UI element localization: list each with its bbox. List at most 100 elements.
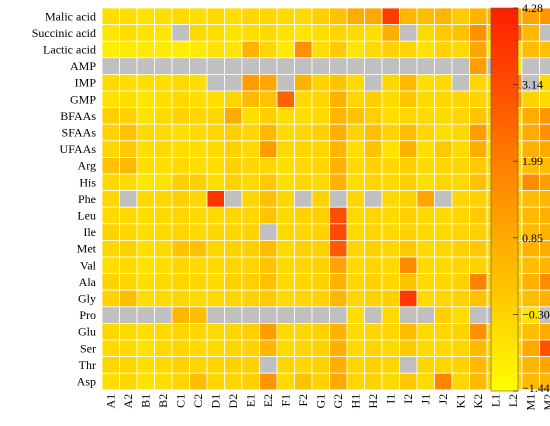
heatmap-cell <box>277 357 295 374</box>
heatmap-cell <box>155 224 173 241</box>
heatmap-cell <box>365 340 383 357</box>
heatmap-cell <box>312 8 330 25</box>
heatmap-cell <box>470 307 488 324</box>
heatmap-cell <box>120 373 138 390</box>
heatmap-cell <box>225 74 243 91</box>
heatmap-cell <box>225 91 243 108</box>
heatmap-cell <box>295 307 313 324</box>
heatmap-cell <box>347 307 365 324</box>
heatmap-cell <box>295 91 313 108</box>
heatmap-cell <box>330 357 348 374</box>
heatmap-cell <box>242 58 260 75</box>
column-label: D1 <box>209 394 223 409</box>
heatmap-cell <box>330 8 348 25</box>
heatmap-cell <box>400 8 418 25</box>
column-label: B2 <box>156 394 170 408</box>
heatmap-cell <box>470 340 488 357</box>
heatmap-cell <box>172 141 190 158</box>
heatmap-cell <box>225 191 243 208</box>
heatmap-cell <box>400 108 418 125</box>
heatmap-cell <box>242 323 260 340</box>
column-label: K1 <box>454 394 468 409</box>
heatmap-cell <box>137 240 155 257</box>
heatmap-cell <box>102 157 120 174</box>
heatmap-cell <box>190 191 208 208</box>
heatmap-cell <box>365 224 383 241</box>
heatmap-cell <box>260 191 278 208</box>
row-label: Asp <box>77 375 96 389</box>
heatmap-cell <box>225 257 243 274</box>
heatmap-cell <box>155 340 173 357</box>
heatmap-cell <box>540 340 550 357</box>
heatmap-cell <box>137 174 155 191</box>
heatmap-cell <box>295 157 313 174</box>
heatmap-cell <box>260 307 278 324</box>
heatmap-cell <box>400 224 418 241</box>
heatmap-cell <box>155 174 173 191</box>
heatmap-cell <box>155 373 173 390</box>
heatmap-cell <box>102 373 120 390</box>
heatmap-cell <box>120 108 138 125</box>
heatmap-cell <box>540 124 550 141</box>
heatmap-cell <box>417 373 435 390</box>
heatmap-cell <box>260 141 278 158</box>
heatmap-cell <box>120 357 138 374</box>
heatmap-cell <box>312 340 330 357</box>
heatmap-cell <box>207 25 225 42</box>
heatmap-cell <box>365 323 383 340</box>
heatmap-cell <box>347 224 365 241</box>
heatmap-cell <box>435 91 453 108</box>
heatmap-cell <box>400 174 418 191</box>
heatmap-cell <box>242 240 260 257</box>
heatmap-cell <box>172 257 190 274</box>
heatmap-cell <box>347 141 365 158</box>
column-label: B1 <box>139 394 153 408</box>
heatmap-cell <box>277 58 295 75</box>
heatmap-cell <box>225 108 243 125</box>
heatmap-cell <box>417 74 435 91</box>
heatmap-cell <box>312 58 330 75</box>
heatmap-cell <box>102 307 120 324</box>
column-label: F1 <box>279 394 293 407</box>
heatmap-cell <box>522 357 540 374</box>
heatmap-cell <box>540 91 550 108</box>
heatmap-cell <box>225 340 243 357</box>
heatmap-cell <box>155 25 173 42</box>
heatmap-cell <box>207 174 225 191</box>
heatmap-cell <box>400 141 418 158</box>
heatmap-cell <box>277 91 295 108</box>
heatmap-cell <box>435 340 453 357</box>
heatmap-cell <box>347 340 365 357</box>
heatmap-cell <box>137 91 155 108</box>
heatmap-cell <box>540 323 550 340</box>
heatmap-cell <box>382 25 400 42</box>
row-label: BFAAs <box>60 109 96 123</box>
heatmap-cell <box>382 340 400 357</box>
heatmap-cell <box>155 58 173 75</box>
column-label: A1 <box>104 394 118 409</box>
heatmap-cell <box>330 74 348 91</box>
row-label: Thr <box>79 358 96 372</box>
heatmap-cell <box>102 207 120 224</box>
heatmap-cell <box>452 58 470 75</box>
heatmap-cell <box>225 290 243 307</box>
heatmap-cell <box>102 58 120 75</box>
heatmap-cell <box>137 157 155 174</box>
heatmap-cell <box>155 307 173 324</box>
heatmap-cell <box>435 58 453 75</box>
heatmap-cell <box>365 207 383 224</box>
heatmap-cell <box>190 58 208 75</box>
color-scale-tick-label: 3.14 <box>522 78 543 92</box>
heatmap-cell <box>382 91 400 108</box>
heatmap-cell <box>435 257 453 274</box>
heatmap-cell <box>242 141 260 158</box>
heatmap-cell <box>540 58 550 75</box>
column-label: L1 <box>489 394 503 407</box>
heatmap-cell <box>260 257 278 274</box>
heatmap-cell <box>347 290 365 307</box>
heatmap-cell <box>172 108 190 125</box>
heatmap-cell <box>382 74 400 91</box>
row-label: Gly <box>78 292 96 306</box>
